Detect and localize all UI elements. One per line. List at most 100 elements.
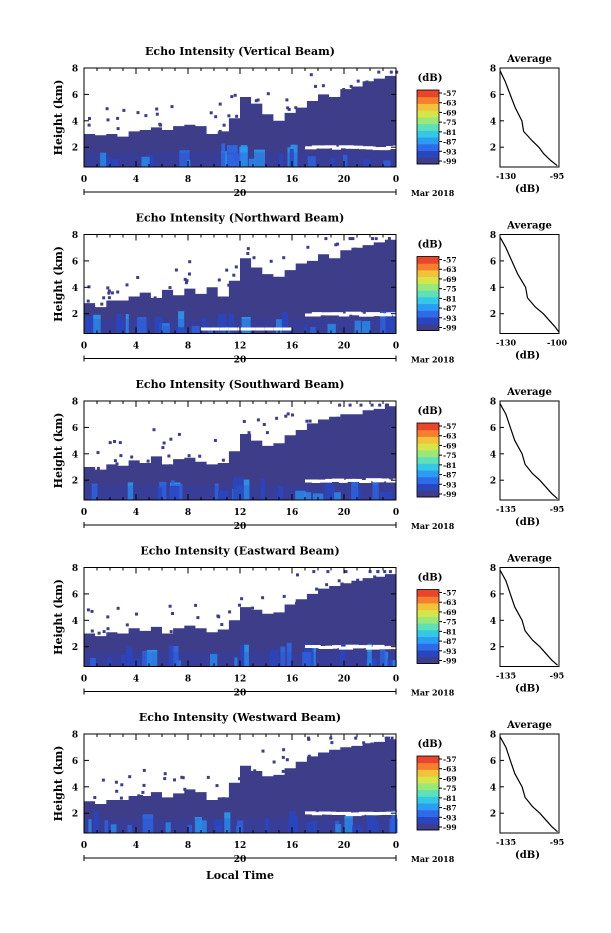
avg-y-tick-label: 4 <box>490 783 496 793</box>
echo-streak <box>240 145 248 167</box>
echo-speck <box>96 451 100 455</box>
echo-speck <box>102 296 106 300</box>
echo-speck <box>370 742 374 746</box>
echo-speck <box>107 296 111 300</box>
echo-streak <box>363 159 371 167</box>
bright-layer <box>392 811 405 815</box>
colorbar-step <box>417 490 439 498</box>
echo-speck <box>96 466 100 470</box>
echo-speck <box>321 84 325 88</box>
avg-y-tick-label: 8 <box>490 398 496 408</box>
echo-speck <box>101 778 105 782</box>
average-frame <box>499 733 560 834</box>
echo-streak <box>269 649 279 667</box>
echo-speck <box>389 70 393 74</box>
echo-speck <box>227 114 231 118</box>
colorbar-step <box>417 809 439 817</box>
bright-layer <box>372 313 384 317</box>
echo-streak <box>361 321 371 334</box>
colorbar-tick-label: -99 <box>443 157 457 166</box>
near-surface-echo <box>84 651 396 667</box>
bright-layer <box>359 645 372 649</box>
echo-streak <box>93 314 101 334</box>
x-tick-label: 20 <box>338 342 351 352</box>
colorbar-tick-label: -75 <box>443 618 457 627</box>
y-axis-label: Height (km) <box>52 80 65 156</box>
avg-y-tick-label: 2 <box>490 310 496 320</box>
echo-speck <box>286 412 290 416</box>
echo-streak <box>383 160 391 167</box>
echo-speck <box>377 70 381 74</box>
date-month: Mar 2018 <box>411 355 455 365</box>
average-title: Average <box>506 54 552 65</box>
date-day: 20 <box>234 356 247 366</box>
echo-streak <box>210 653 218 667</box>
echo-speck <box>351 237 355 241</box>
echo-streak <box>104 156 110 167</box>
echo-streak <box>240 644 245 667</box>
echo-speck <box>282 748 286 752</box>
echo-speck <box>188 260 192 264</box>
colorbar-step <box>417 323 439 331</box>
echo-speck <box>359 403 363 407</box>
bright-layer <box>338 811 352 815</box>
colorbar-tick-label: -63 <box>443 432 457 441</box>
echo-speck <box>336 242 339 246</box>
bright-layer <box>264 327 274 331</box>
bright-layer <box>318 312 332 316</box>
echo-streak <box>146 649 158 667</box>
colorbar-step <box>417 303 439 311</box>
echo-streak <box>331 485 335 500</box>
average-profile-line <box>499 569 558 666</box>
echo-speck <box>183 277 187 281</box>
colorbar-step <box>417 436 439 444</box>
date-month: Mar 2018 <box>411 688 455 698</box>
x-tick-label: 12 <box>234 841 247 851</box>
echo-speck <box>168 604 172 608</box>
echo-speck <box>106 615 110 619</box>
bright-layer <box>379 147 391 151</box>
echo-speck <box>140 795 144 798</box>
colorbar-tick-label: -63 <box>443 765 457 774</box>
colorbar-unit: (dB) <box>418 573 443 584</box>
colorbar-step <box>417 456 439 464</box>
echo-streak <box>367 657 377 667</box>
echo-speck <box>240 597 244 601</box>
echo-speck <box>153 296 157 300</box>
echo-speck <box>307 754 311 758</box>
echo-streak <box>227 145 238 167</box>
echo-speck <box>209 111 213 115</box>
y-tick-label: 6 <box>72 257 78 267</box>
bright-layer <box>332 146 341 150</box>
echo-streak <box>324 481 334 500</box>
bright-layer <box>365 646 380 650</box>
echo-speck <box>120 783 124 787</box>
echo-speck <box>217 278 221 282</box>
bright-layer <box>318 145 330 149</box>
echo-speck <box>285 98 289 102</box>
bright-layer <box>372 812 382 816</box>
echo-speck <box>370 403 374 407</box>
bright-layer <box>311 645 321 649</box>
echo-speck <box>97 631 101 635</box>
colorbar-unit: (dB) <box>418 739 443 750</box>
echo-speck <box>324 237 328 241</box>
x-tick-label: 0 <box>81 841 87 851</box>
y-tick-label: 8 <box>72 65 78 75</box>
near-surface-echo <box>84 485 396 500</box>
colorbar-frame <box>416 755 440 831</box>
echo-streak <box>303 325 307 334</box>
colorbar-tick-label: -63 <box>443 99 457 108</box>
bright-layer <box>379 313 392 317</box>
echo-streak <box>276 319 283 334</box>
avg-x-tick-label: -135 <box>496 504 516 514</box>
echo-streak <box>367 643 372 667</box>
bright-layer <box>352 312 363 316</box>
bright-layer <box>228 327 238 331</box>
echo-streak <box>380 492 390 500</box>
date-day: 20 <box>234 189 247 199</box>
echo-speck <box>106 118 110 122</box>
colorbar-step <box>417 603 439 611</box>
echo-streak <box>163 325 170 334</box>
x-tick-label: 16 <box>286 675 299 685</box>
